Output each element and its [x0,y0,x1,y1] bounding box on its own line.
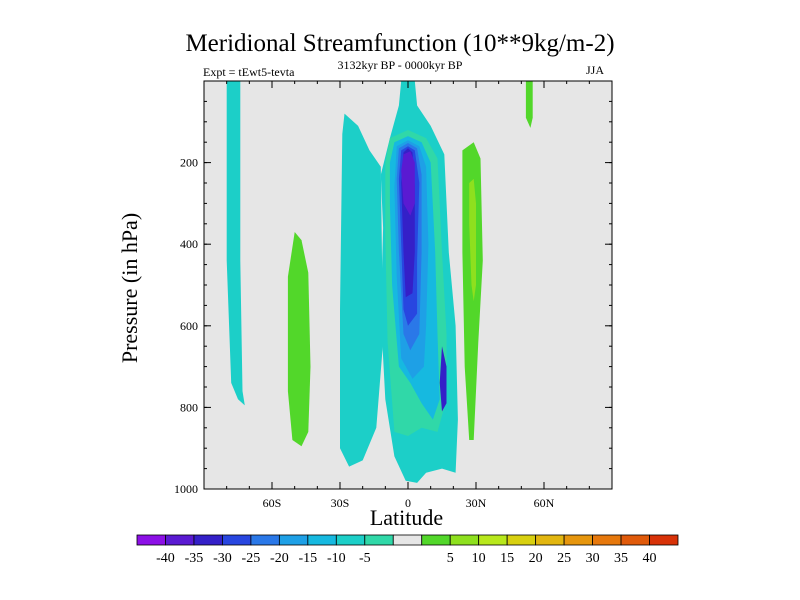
chart-title: Meridional Streamfunction (10**9kg/m-2) [185,30,615,57]
x-tick-label-1: 30S [331,496,350,510]
contour-region-13 [469,178,476,302]
colorbar-swatch-0 [136,534,166,546]
colorbar-swatch-1 [165,534,195,546]
contour-regions [226,81,533,483]
y-tick-label-3: 800 [180,400,198,414]
colorbar-label-4: -20 [270,551,289,566]
contour-region-0 [226,81,245,406]
colorbar-label-3: -25 [242,551,261,566]
colorbar-swatch-16 [592,534,622,546]
colorbar-label-9: 10 [472,551,486,566]
contour-region-14 [525,81,533,128]
x-axis-label: Latitude [369,505,444,530]
colorbar-label-2: -30 [213,551,232,566]
contour-region-1 [287,232,311,447]
contour-region-10 [401,151,415,216]
colorbar-swatch-11 [449,534,480,546]
colorbar-swatch-14 [535,534,565,546]
axes: 60S 30S 0 30N 60N 200 400 600 800 1000 [174,81,612,510]
colorbar-swatch-4 [250,534,280,546]
contour-region-2 [340,113,384,467]
y-tick-label-0: 200 [180,156,198,170]
season-label: JJA [586,63,605,77]
time-range-label: 3132kyr BP - 0000kyr BP [337,58,463,72]
colorbar-label-11: 20 [529,551,543,566]
x-tick-label-3: 30N [466,496,487,510]
colorbar-label-15: 40 [643,551,657,566]
colorbar-swatch-12 [478,534,508,546]
y-tick-label-1: 400 [180,237,198,251]
colorbar-swatch-9 [392,534,423,546]
colorbar-label-7: -5 [359,551,371,566]
colorbar-label-14: 35 [614,551,628,566]
experiment-label: Expt = tEwt5-tevta [203,65,295,79]
colorbar-label-12: 25 [557,551,571,566]
colorbar-swatch-15 [563,534,593,546]
colorbar-label-1: -35 [185,551,204,566]
colorbar: -40 -35 -30 -25 -20 -15 -10 -5 5 10 15 20 25 30 35 40 [136,534,679,566]
x-tick-label-4: 60N [534,496,555,510]
colorbar-label-8: 5 [447,551,454,566]
colorbar-swatch-18 [649,534,679,546]
colorbar-swatch-3 [222,534,252,546]
colorbar-label-13: 30 [586,551,600,566]
colorbar-label-10: 15 [500,551,514,566]
colorbar-swatch-17 [620,534,650,546]
colorbar-swatch-13 [506,534,537,546]
colorbar-label-5: -15 [299,551,318,566]
y-tick-label-2: 600 [180,319,198,333]
colorbar-label-6: -10 [327,551,346,566]
y-tick-label-4: 1000 [174,482,198,496]
colorbar-swatch-10 [421,534,451,546]
colorbar-label-0: -40 [156,551,175,566]
contour-region-11 [439,346,447,412]
x-tick-label-2: 0 [405,496,411,510]
colorbar-swatch-5 [278,534,309,546]
colorbar-swatch-2 [193,534,223,546]
colorbar-swatch-8 [364,534,394,546]
colorbar-swatch-7 [335,534,366,546]
colorbar-swatch-6 [307,534,337,546]
x-tick-label-0: 60S [263,496,282,510]
